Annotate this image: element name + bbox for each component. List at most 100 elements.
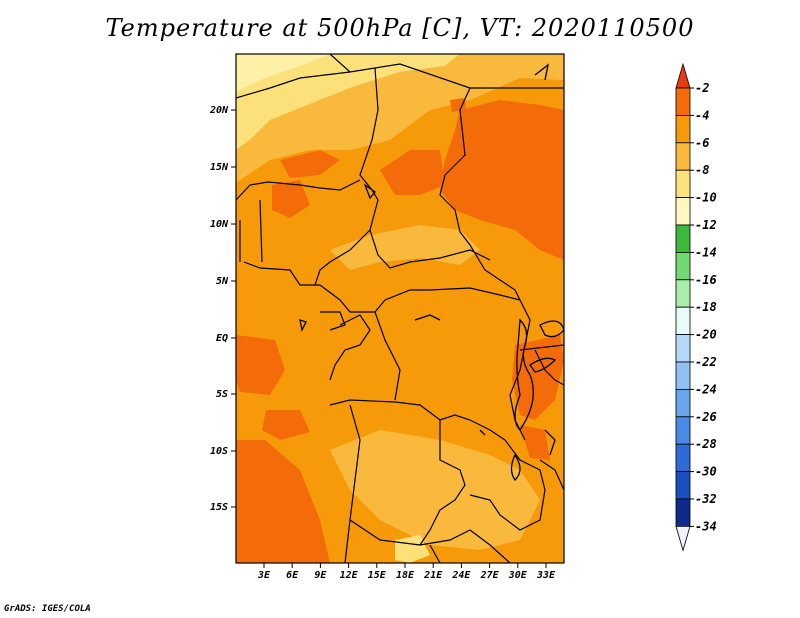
colorbar-label: -6	[695, 136, 709, 150]
colorbar-label: -2	[695, 81, 709, 95]
lon-label: 24E	[451, 570, 471, 581]
colorbar-label: -16	[695, 273, 717, 287]
colorbar-swatch	[675, 279, 691, 308]
colorbar-swatch	[675, 498, 691, 527]
field-darkorange-central	[380, 150, 445, 195]
field-darkorange-lakes2	[520, 425, 550, 460]
temperature-field	[236, 54, 564, 563]
lake-tumba	[414, 314, 441, 321]
lon-label: 21E	[423, 570, 443, 581]
field-yellow-south	[395, 535, 430, 563]
colorbar-swatch	[675, 115, 691, 144]
border-togo	[259, 199, 263, 263]
island-bioko	[299, 319, 307, 332]
longitude-axis: 3E 6E 9E 12E 15E 18E 21E 24E 27E 30E 33E	[257, 563, 556, 581]
colorbar-label: -32	[695, 492, 717, 506]
lat-label: 5S	[216, 389, 228, 400]
colorbar-swatch	[675, 443, 691, 473]
lat-label: 5N	[216, 276, 229, 287]
border-sahara	[236, 71, 351, 99]
border-namibia	[429, 544, 441, 563]
border-car-south	[319, 284, 521, 313]
colorbar-label: -8	[695, 163, 709, 177]
lat-label: EQ	[216, 333, 228, 344]
lon-label: 18E	[396, 570, 415, 581]
lon-label: 12E	[340, 570, 359, 581]
border-zambia	[419, 420, 466, 546]
lake-mweru	[510, 453, 521, 482]
border-uganda	[519, 344, 564, 351]
field-darkorange-coast	[236, 335, 285, 395]
plot-title: Temperature at 500hPa [C], VT: 202011050…	[105, 14, 695, 42]
lon-label: 6E	[286, 570, 299, 581]
colorbar-label: -22	[695, 355, 717, 369]
colorbar-label: -34	[695, 519, 717, 533]
coast-nile	[534, 63, 549, 81]
border-zimbabwe	[469, 529, 511, 563]
lon-label: 27E	[480, 570, 500, 581]
colorbar-swatch	[675, 142, 691, 171]
field-darkorange-nw	[280, 150, 340, 178]
border-north-east	[329, 54, 521, 301]
lat-label: 10S	[210, 446, 228, 457]
lake-chad	[363, 183, 376, 200]
colorbar-swatch	[675, 306, 691, 336]
field-darkorange-southwest	[236, 440, 330, 563]
border-malawi	[469, 439, 546, 531]
latitude-axis: 20N 15N 10N 5N EQ 5S 10S 15S	[209, 105, 236, 513]
colorbar-top-arrow	[675, 62, 691, 89]
border-coast-west	[243, 261, 320, 286]
colorbar-swatch	[675, 471, 691, 500]
colorbar-label: -26	[695, 410, 717, 424]
border-chad-niger	[314, 67, 379, 286]
border-gabon	[320, 311, 346, 331]
lat-label: 15S	[210, 502, 228, 513]
field-darkorange-spot	[450, 98, 466, 112]
field-darkorange-west	[272, 180, 310, 218]
colorbar-label: -4	[695, 108, 709, 122]
colorbar-label: -10	[695, 191, 717, 205]
field-darkorange-sw2	[262, 410, 310, 440]
border-niger-nigeria	[236, 179, 361, 201]
border-congo	[329, 314, 371, 381]
lake-small	[479, 429, 486, 436]
border-angola-west	[344, 404, 361, 563]
colorbar-bottom-arrow	[675, 526, 691, 552]
colorbar-label: -24	[695, 382, 717, 396]
lon-label: 15E	[368, 570, 387, 581]
colorbar-swatch	[675, 334, 691, 363]
lake-kivu	[529, 357, 557, 373]
field-yellow-north	[236, 54, 460, 150]
map-frame	[235, 53, 565, 564]
colorbar-swatch	[675, 197, 691, 226]
colorbar-swatch	[675, 251, 691, 281]
colorbar-label: -20	[695, 328, 717, 342]
lon-label: 3E	[257, 570, 271, 581]
field-paleyellow-corner	[236, 54, 330, 92]
colorbar-label: -14	[695, 245, 717, 259]
field-darkorange-lakes	[512, 335, 564, 420]
colorbar: -2 -4 -6 -8 -10 -12 -14 -16 -18 -20 -22 -24 -26 -28 -3…	[675, 62, 717, 552]
border-car-north	[369, 229, 491, 269]
border-tanzania	[539, 459, 564, 491]
colorbar-swatch	[675, 169, 691, 198]
lon-label: 9E	[314, 570, 327, 581]
colorbar-swatch	[675, 416, 691, 445]
border-drc-west	[374, 311, 401, 401]
grads-credit: GrADS: IGES/COLA	[4, 604, 91, 614]
colorbar-label: -12	[695, 218, 717, 232]
lat-label: 20N	[209, 105, 229, 116]
colorbar-swatch	[675, 87, 691, 116]
lat-label: 15N	[210, 162, 229, 173]
colorbar-swatch	[675, 388, 691, 418]
lon-label: 33E	[536, 570, 556, 581]
lake-tanganyika	[514, 318, 534, 432]
lat-label: 10N	[210, 219, 229, 230]
field-lightorange-central	[330, 225, 480, 270]
lake-malawi-north	[544, 429, 556, 456]
colorbar-label: -30	[695, 465, 717, 479]
colorbar-label: -18	[695, 300, 717, 314]
field-lightorange-south	[330, 430, 540, 550]
colorbar-swatch	[675, 224, 691, 253]
